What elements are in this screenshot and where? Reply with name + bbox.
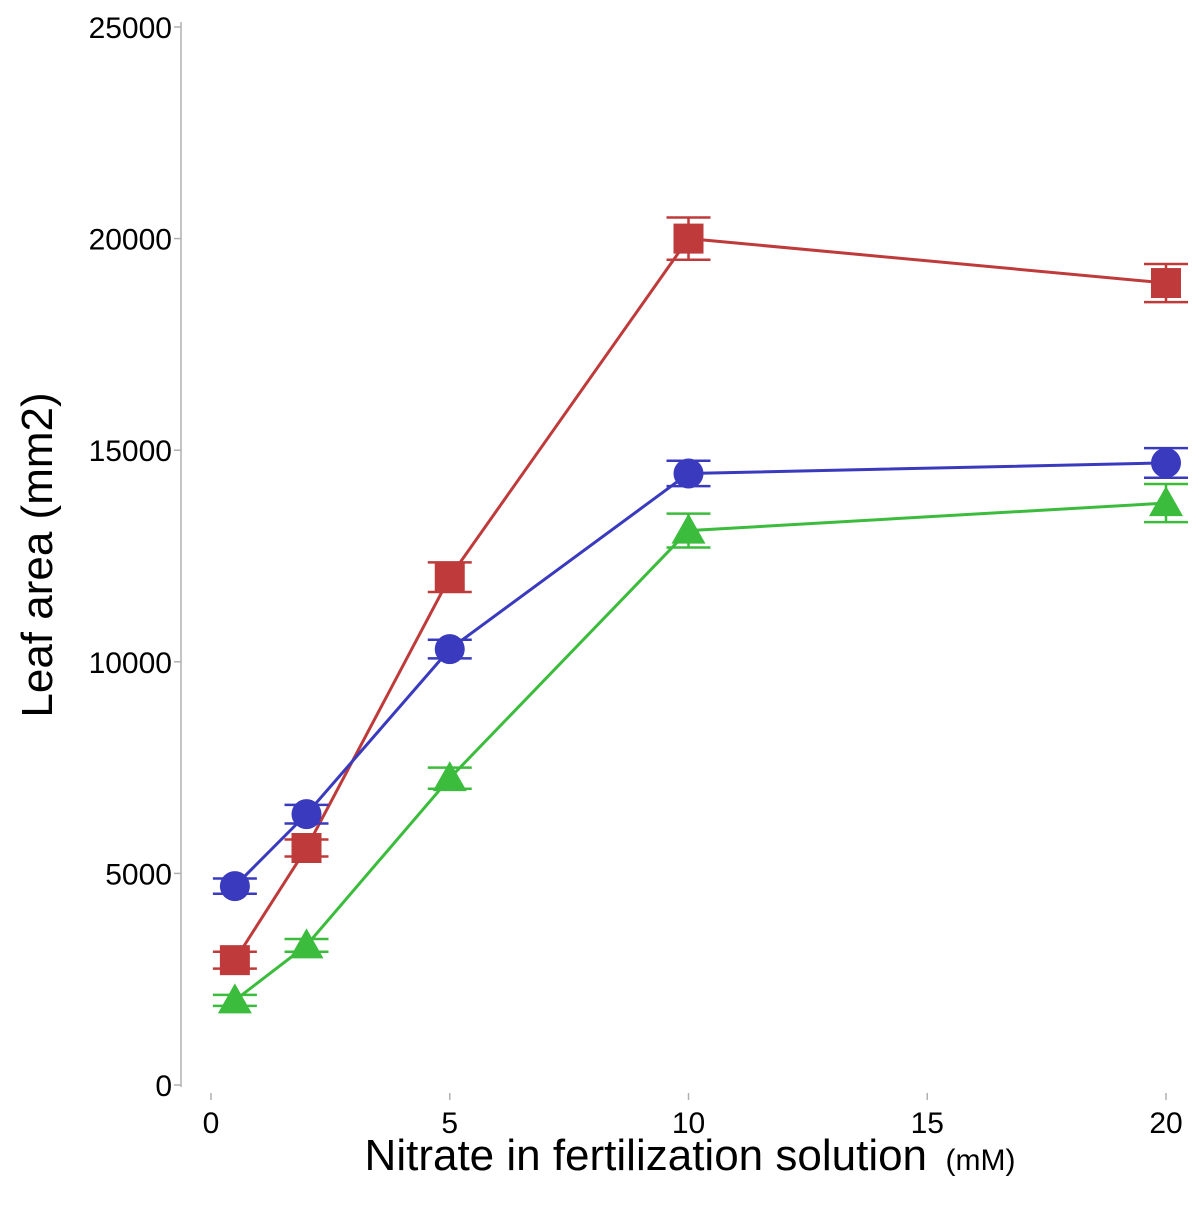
series-line xyxy=(233,237,1167,961)
series-triangle xyxy=(212,482,1188,1014)
data-point-triangle xyxy=(671,513,706,544)
x-tick-label: 15 xyxy=(911,1107,944,1140)
data-point-circle xyxy=(291,799,322,830)
data-point-square xyxy=(434,562,465,593)
x-axis-label-main: Nitrate in fertilization solution xyxy=(365,1131,927,1180)
x-tick-label: 0 xyxy=(203,1107,220,1140)
data-point-circle xyxy=(434,634,465,665)
y-axis-label: Leaf area (mm2) xyxy=(13,392,62,717)
data-point-triangle xyxy=(289,928,324,959)
data-point-square xyxy=(673,223,704,254)
series-line xyxy=(233,501,1167,1002)
x-tick-label: 5 xyxy=(441,1107,458,1140)
y-tick-label: 20000 xyxy=(89,224,172,257)
data-point-circle xyxy=(1151,447,1181,478)
x-tick-label: 10 xyxy=(672,1107,705,1140)
y-tick-label: 15000 xyxy=(89,435,172,468)
data-point-circle xyxy=(219,871,250,902)
data-point-square xyxy=(291,833,322,864)
x-axis-ticks: 0 5 10 15 20 xyxy=(203,1093,1183,1140)
series-layer xyxy=(212,216,1188,1014)
data-point-triangle xyxy=(217,983,252,1014)
data-point-circle xyxy=(673,458,704,489)
x-tick-label: 20 xyxy=(1149,1107,1182,1140)
data-point-triangle xyxy=(1149,486,1183,517)
y-tick-label: 10000 xyxy=(89,647,172,680)
data-point-square xyxy=(1151,268,1181,299)
x-axis-label: Nitrate in fertilization solution (mM) xyxy=(365,1131,1016,1180)
series-line xyxy=(233,461,1167,888)
y-tick-label: 5000 xyxy=(105,858,172,891)
x-axis-label-unit: (mM) xyxy=(945,1144,1015,1177)
data-point-square xyxy=(219,945,250,976)
y-axis-ticks: 0 5000 10000 15000 20000 25000 xyxy=(89,12,181,1103)
y-tick-label: 0 xyxy=(155,1070,172,1103)
y-tick-label: 25000 xyxy=(89,12,172,45)
series-square xyxy=(212,216,1188,976)
series-circle xyxy=(212,446,1188,902)
data-point-triangle xyxy=(432,761,467,792)
